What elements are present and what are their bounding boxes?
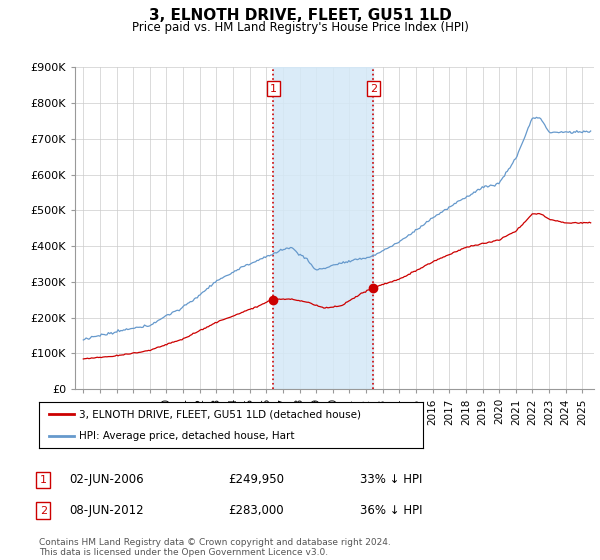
Text: 3, ELNOTH DRIVE, FLEET, GU51 1LD: 3, ELNOTH DRIVE, FLEET, GU51 1LD <box>149 8 451 24</box>
Text: 2: 2 <box>370 83 377 94</box>
Text: Price paid vs. HM Land Registry's House Price Index (HPI): Price paid vs. HM Land Registry's House … <box>131 21 469 34</box>
Text: 33% ↓ HPI: 33% ↓ HPI <box>360 473 422 487</box>
Text: 3, ELNOTH DRIVE, FLEET, GU51 1LD (detached house): 3, ELNOTH DRIVE, FLEET, GU51 1LD (detach… <box>79 409 361 419</box>
Text: 36% ↓ HPI: 36% ↓ HPI <box>360 504 422 517</box>
Text: 02-JUN-2006: 02-JUN-2006 <box>69 473 143 487</box>
Text: 2: 2 <box>40 506 47 516</box>
Text: HPI: Average price, detached house, Hart: HPI: Average price, detached house, Hart <box>79 431 295 441</box>
Text: £249,950: £249,950 <box>228 473 284 487</box>
Text: 1: 1 <box>40 475 47 485</box>
Text: £283,000: £283,000 <box>228 504 284 517</box>
Text: Contains HM Land Registry data © Crown copyright and database right 2024.
This d: Contains HM Land Registry data © Crown c… <box>39 538 391 557</box>
Text: 08-JUN-2012: 08-JUN-2012 <box>69 504 143 517</box>
Bar <box>273 67 373 389</box>
Text: 1: 1 <box>270 83 277 94</box>
